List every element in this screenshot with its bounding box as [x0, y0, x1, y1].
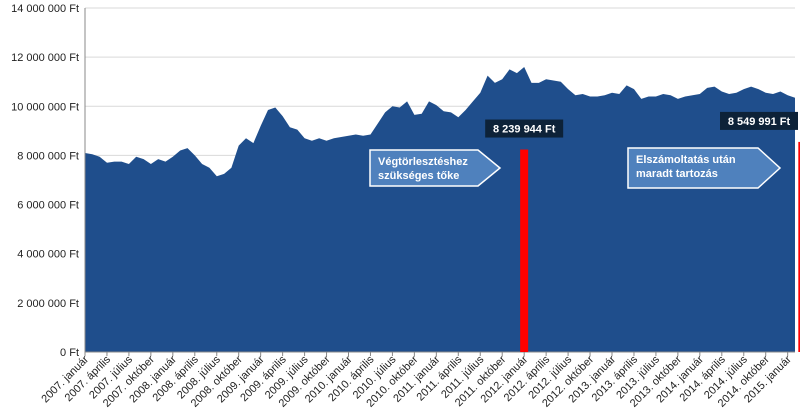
callout-arrow — [627, 147, 782, 189]
y-tick-label: 6 000 000 Ft — [17, 200, 79, 212]
bar-value-label: 8 239 944 Ft — [493, 124, 556, 136]
bar-value-box — [720, 111, 798, 130]
bar-value-box — [485, 119, 564, 138]
y-tick-label: 12 000 000 Ft — [11, 52, 79, 64]
callout-text: maradt tartozás — [636, 168, 718, 180]
callout-text: Elszámoltatás után — [636, 154, 736, 166]
annotations: Végtörlesztéshez szükséges tőke Elszámolta… — [369, 147, 782, 189]
callout-arrow — [369, 149, 502, 187]
bar — [520, 149, 529, 352]
callout-text: Végtörlesztéshez — [378, 156, 468, 168]
y-axis: 0 Ft 2 000 000 Ft 4 000 000 Ft 6 000 000 Ft… — [11, 3, 79, 359]
bar-value-label: 8 549 991 Ft — [728, 116, 791, 128]
y-tick-label: 2 000 000 Ft — [17, 298, 79, 310]
axes — [84, 8, 795, 353]
area-series — [85, 67, 795, 352]
y-tick-label: 4 000 000 Ft — [17, 249, 79, 261]
callout-text: szükséges tőke — [378, 170, 459, 182]
bar — [798, 141, 800, 352]
y-tick-label: 8 000 000 Ft — [17, 150, 79, 162]
y-tick-label: 0 Ft — [60, 347, 79, 359]
y-tick-label: 10 000 000 Ft — [11, 101, 79, 113]
bars: 8 239 944 Ft 8 549 991 Ft — [485, 111, 800, 352]
y-tick-label: 14 000 000 Ft — [11, 3, 79, 15]
